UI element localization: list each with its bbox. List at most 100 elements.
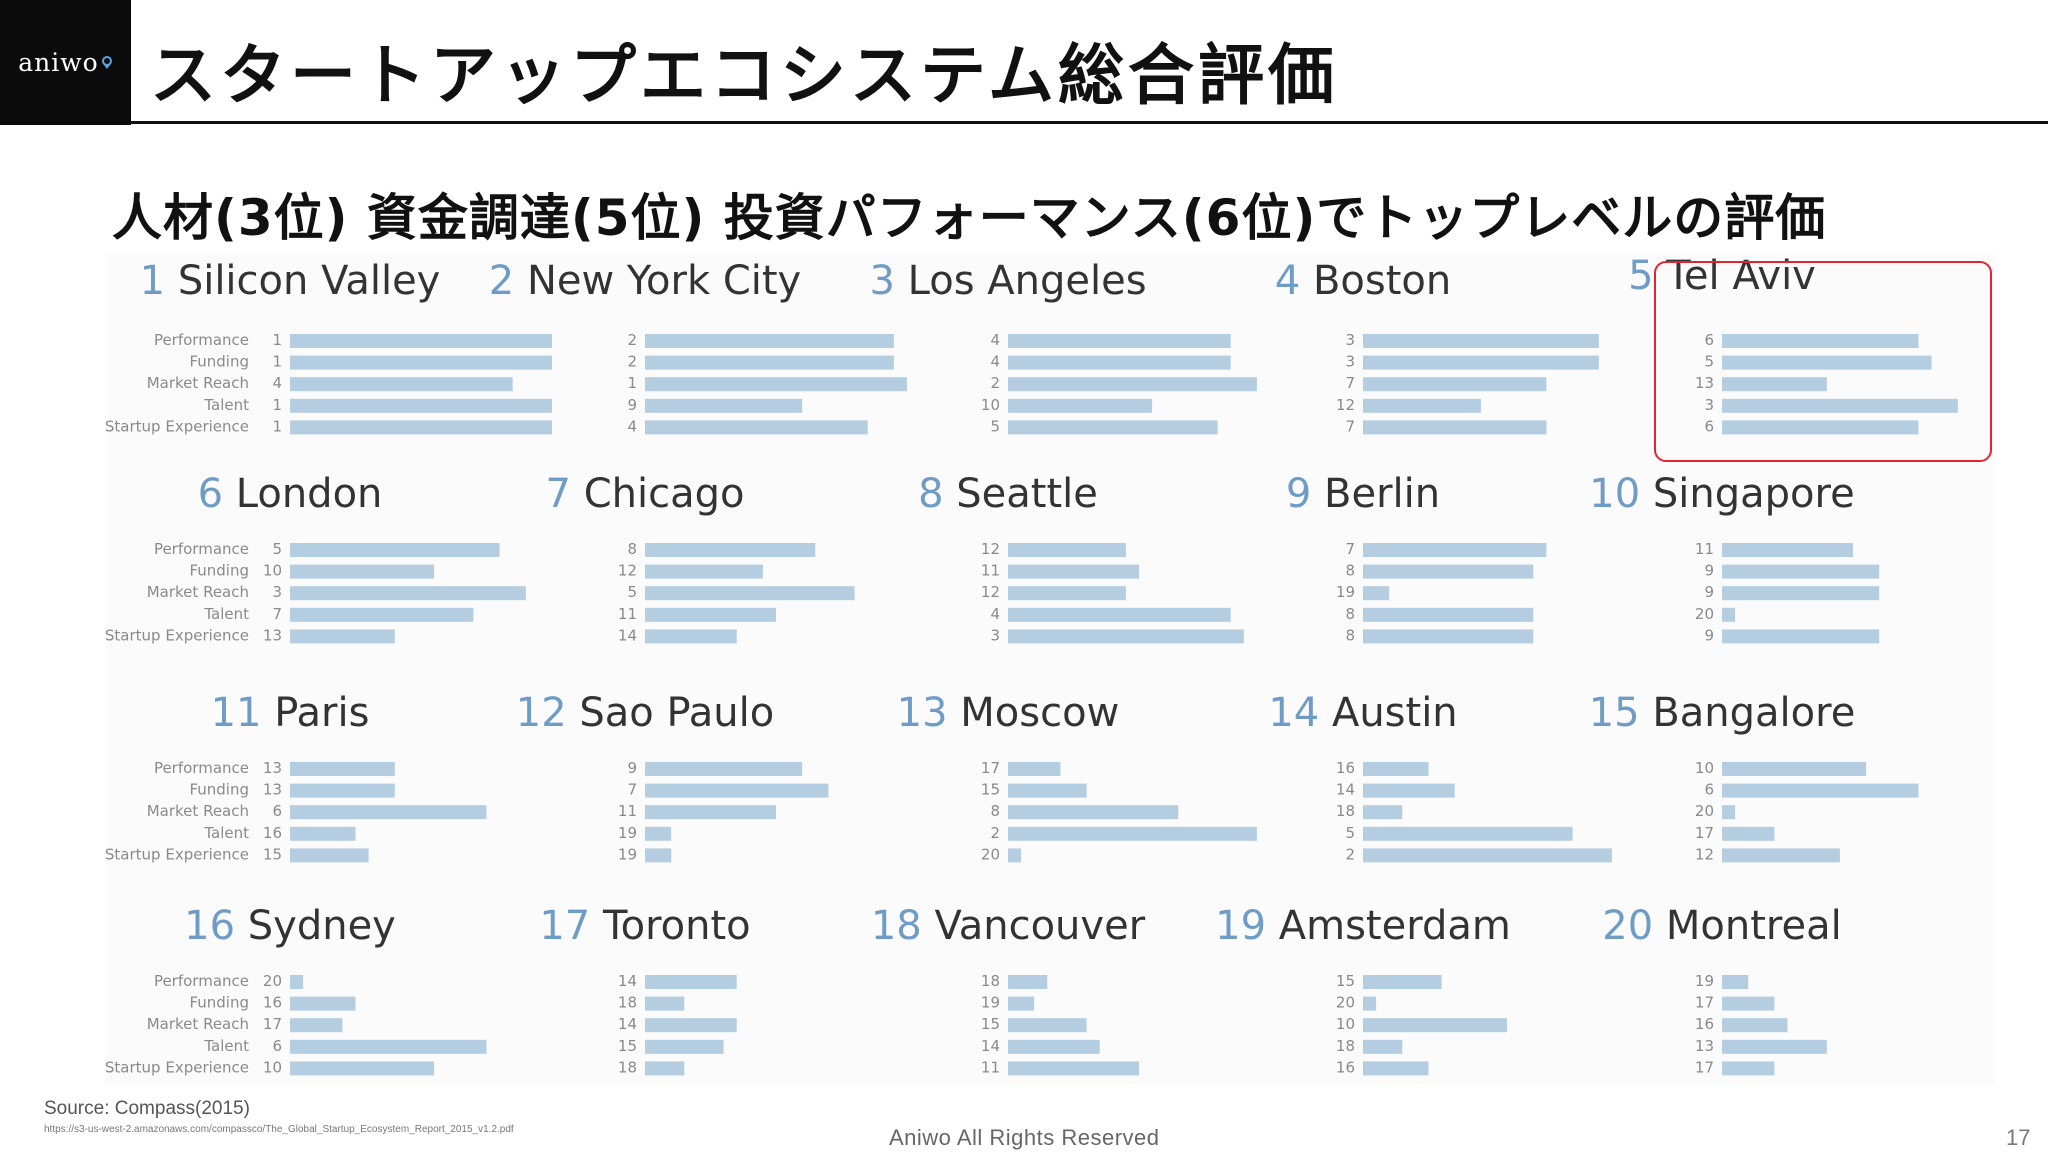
bar-berlin-2 xyxy=(1363,564,1534,579)
chart-title-moscow: 13 Moscow xyxy=(897,690,1120,736)
rank-number: 1 xyxy=(140,258,178,304)
bar-vancouver-4 xyxy=(1008,1039,1100,1054)
rank-value-label: 9 xyxy=(1704,562,1714,580)
category-label: Market Reach xyxy=(147,1015,249,1033)
bar-chicago-4 xyxy=(645,607,776,622)
bar-berlin-4 xyxy=(1363,607,1534,622)
ecosystem-name: Amsterdam xyxy=(1279,903,1511,949)
chart-title-austin: 14 Austin xyxy=(1268,690,1457,736)
bar-singapore-3 xyxy=(1722,586,1880,601)
bar-sydney-3 xyxy=(290,1018,343,1033)
rank-number: 5 xyxy=(1628,253,1666,299)
rank-value-label: 15 xyxy=(981,781,1000,799)
rank-value-label: 3 xyxy=(1704,396,1714,414)
rank-number: 18 xyxy=(871,903,935,949)
category-label: Funding xyxy=(189,994,249,1012)
bar-los-angeles-4 xyxy=(1008,398,1153,413)
rank-number: 2 xyxy=(489,258,527,304)
category-label: Startup Experience xyxy=(105,1058,249,1076)
bar-paris-4 xyxy=(290,826,356,841)
bar-los-angeles-5 xyxy=(1008,420,1218,435)
page-number: 17 xyxy=(2006,1125,2031,1150)
bar-boston-2 xyxy=(1363,355,1599,370)
bar-bangalore-4 xyxy=(1722,826,1775,841)
rank-value-label: 8 xyxy=(1345,605,1355,623)
bar-montreal-5 xyxy=(1722,1061,1775,1076)
bar-tel-aviv-2 xyxy=(1722,355,1932,370)
rank-value-label: 12 xyxy=(618,562,637,580)
category-label: Performance xyxy=(154,972,249,990)
rank-value-label: 2 xyxy=(1345,845,1355,863)
rank-value-label: 19 xyxy=(618,845,637,863)
chart-title-chicago: 7 Chicago xyxy=(546,471,745,517)
ecosystem-name: Berlin xyxy=(1324,471,1440,517)
rank-value-label: 2 xyxy=(627,331,637,349)
rank-number: 13 xyxy=(897,690,961,736)
rank-value-label: 3 xyxy=(1345,331,1355,349)
rank-value-label: 19 xyxy=(1336,583,1355,601)
rank-value-label: 2 xyxy=(990,824,1000,842)
rank-value-label: 1 xyxy=(272,417,282,435)
rank-number: 6 xyxy=(198,471,236,517)
ecosystem-name: London xyxy=(236,471,383,517)
bar-seattle-5 xyxy=(1008,629,1244,644)
bar-montreal-4 xyxy=(1722,1039,1827,1054)
rank-value-label: 8 xyxy=(1345,626,1355,644)
rank-value-label: 12 xyxy=(981,583,1000,601)
bar-sydney-2 xyxy=(290,996,356,1011)
rank-value-label: 14 xyxy=(618,1015,637,1033)
ecosystem-name: Singapore xyxy=(1653,471,1855,517)
rank-value-label: 14 xyxy=(618,972,637,990)
bar-vancouver-3 xyxy=(1008,1018,1087,1033)
rank-value-label: 15 xyxy=(1336,972,1355,990)
rank-value-label: 13 xyxy=(1695,374,1714,392)
rank-value-label: 6 xyxy=(272,1037,282,1055)
bar-montreal-3 xyxy=(1722,1018,1788,1033)
rank-value-label: 19 xyxy=(618,824,637,842)
bar-london-2 xyxy=(290,564,435,579)
rank-value-label: 1 xyxy=(272,331,282,349)
bar-vancouver-1 xyxy=(1008,975,1048,989)
bar-berlin-5 xyxy=(1363,629,1534,644)
rank-value-label: 2 xyxy=(990,374,1000,392)
rank-value-label: 1 xyxy=(627,374,637,392)
bar-vancouver-5 xyxy=(1008,1061,1139,1076)
rank-number: 14 xyxy=(1268,690,1332,736)
rank-value-label: 17 xyxy=(1695,824,1714,842)
bar-montreal-2 xyxy=(1722,996,1775,1011)
bar-vancouver-2 xyxy=(1008,996,1035,1011)
rank-value-label: 9 xyxy=(627,396,637,414)
bar-sao-paulo-5 xyxy=(645,848,672,863)
rank-value-label: 11 xyxy=(1695,540,1714,558)
rank-number: 4 xyxy=(1275,258,1313,304)
bar-amsterdam-3 xyxy=(1363,1018,1508,1033)
ecosystem-name: Silicon Valley xyxy=(178,258,441,304)
rank-value-label: 14 xyxy=(618,626,637,644)
rank-value-label: 3 xyxy=(990,626,1000,644)
title-divider xyxy=(131,121,2048,124)
bar-austin-5 xyxy=(1363,848,1612,863)
rank-value-label: 18 xyxy=(618,994,637,1012)
brand-logo: aniwo xyxy=(0,0,131,125)
rank-value-label: 9 xyxy=(1704,583,1714,601)
rank-value-label: 20 xyxy=(1695,802,1714,820)
bar-silicon-valley-1 xyxy=(290,334,552,348)
rank-value-label: 4 xyxy=(627,417,637,435)
chart-title-sydney: 16 Sydney xyxy=(184,903,396,949)
ecosystem-name: Montreal xyxy=(1666,903,1842,949)
rank-value-label: 7 xyxy=(1345,374,1355,392)
ecosystem-name: Toronto xyxy=(602,903,751,949)
bar-toronto-3 xyxy=(645,1018,737,1033)
category-label: Market Reach xyxy=(147,802,249,820)
bar-boston-1 xyxy=(1363,334,1599,348)
bar-bangalore-2 xyxy=(1722,783,1919,798)
bar-seattle-4 xyxy=(1008,607,1231,622)
rank-value-label: 3 xyxy=(1345,353,1355,371)
chart-title-vancouver: 18 Vancouver xyxy=(871,903,1146,949)
page-title: スタートアップエコシステム総合評価 xyxy=(150,37,1339,114)
bar-los-angeles-3 xyxy=(1008,377,1257,392)
category-label: Startup Experience xyxy=(105,417,249,435)
source-url: https://s3-us-west-2.amazonaws.com/compa… xyxy=(44,1124,514,1135)
bar-amsterdam-2 xyxy=(1363,996,1377,1011)
ecosystem-name: Sydney xyxy=(248,903,396,949)
